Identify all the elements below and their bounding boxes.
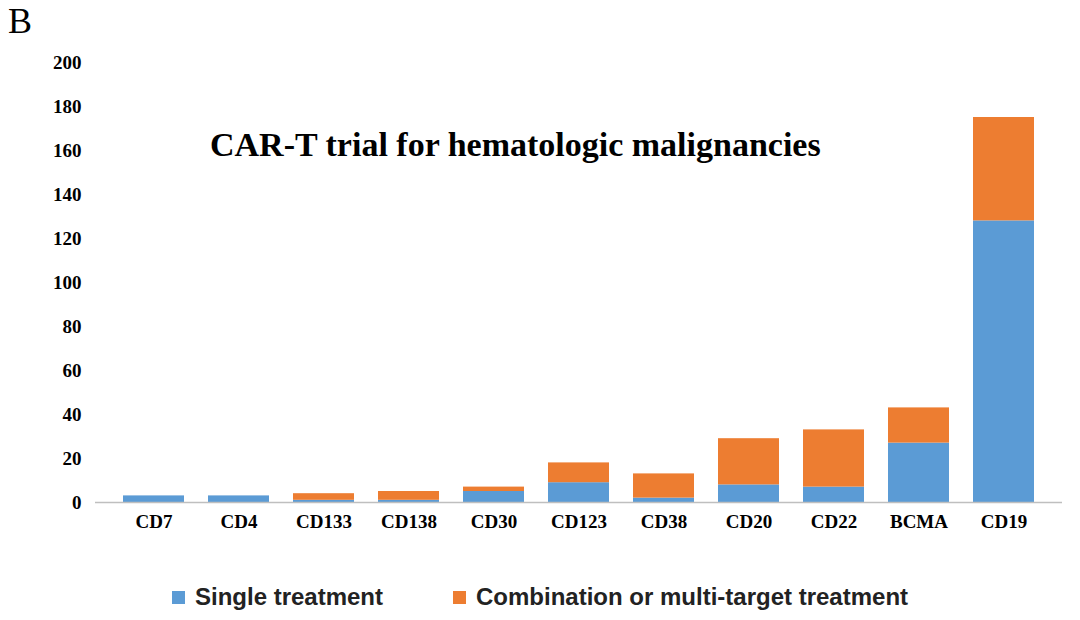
svg-text:CD138: CD138 (381, 511, 437, 532)
svg-text:0: 0 (72, 492, 82, 513)
svg-text:40: 40 (63, 404, 82, 425)
svg-text:CD123: CD123 (551, 511, 607, 532)
svg-text:CD133: CD133 (296, 511, 352, 532)
svg-text:CD20: CD20 (726, 511, 772, 532)
html-text:B: B (8, 1, 32, 41)
svg-text:CD7: CD7 (136, 511, 173, 532)
svg-text:80: 80 (63, 316, 82, 337)
svg-text:20: 20 (63, 448, 82, 469)
svg-text:CD22: CD22 (811, 511, 857, 532)
svg-text:60: 60 (63, 360, 82, 381)
svg-text:160: 160 (53, 140, 82, 161)
html-text:Combination or multi-target tr: Combination or multi-target treatment (476, 583, 908, 610)
svg-text:120: 120 (53, 228, 82, 249)
html-text:CAR-T trial for hematologic ma: CAR-T trial for hematologic malignancies (210, 126, 821, 163)
svg-text:140: 140 (53, 184, 82, 205)
svg-text:BCMA: BCMA (890, 511, 948, 532)
svg-text:CD19: CD19 (981, 511, 1027, 532)
svg-text:CD38: CD38 (641, 511, 687, 532)
svg-text:100: 100 (53, 272, 82, 293)
html-text:Single treatment: Single treatment (195, 583, 383, 610)
svg-text:180: 180 (53, 96, 82, 117)
svg-text:CD4: CD4 (221, 511, 258, 532)
svg-text:CD30: CD30 (471, 511, 517, 532)
svg-text:200: 200 (53, 52, 82, 73)
